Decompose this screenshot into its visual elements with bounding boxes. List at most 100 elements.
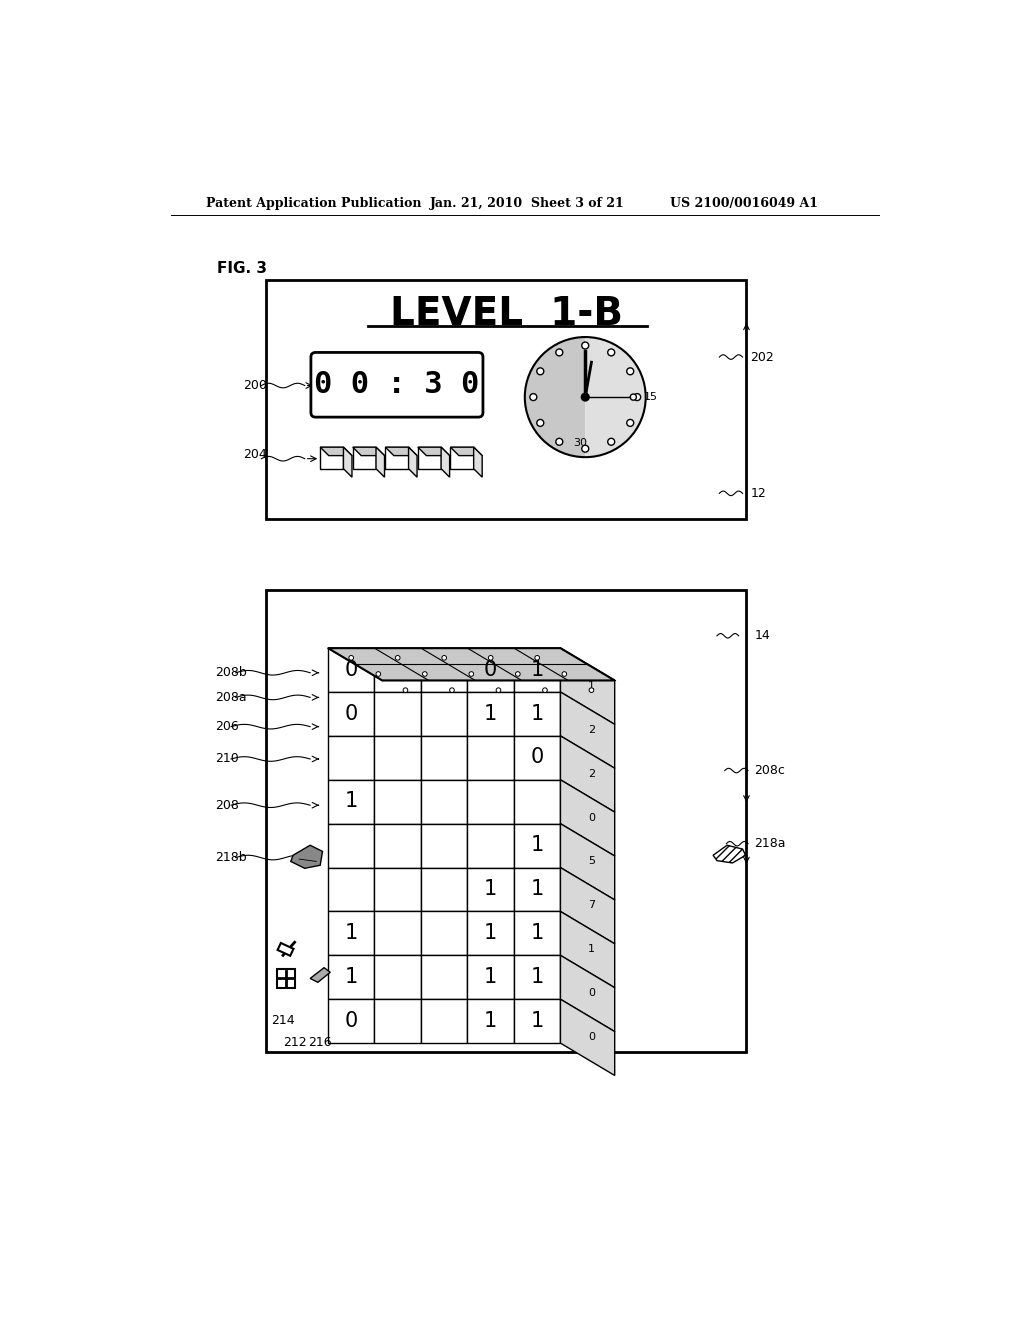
Bar <box>266 590 746 1052</box>
Text: 0: 0 <box>484 660 498 680</box>
Polygon shape <box>376 447 385 478</box>
Bar <box>467 780 514 824</box>
Text: 1: 1 <box>530 923 544 942</box>
Polygon shape <box>560 737 614 812</box>
Polygon shape <box>321 447 352 455</box>
Text: 1: 1 <box>530 1011 544 1031</box>
Bar <box>467 911 514 956</box>
Bar <box>467 737 514 780</box>
Circle shape <box>556 348 563 356</box>
Bar <box>375 999 421 1043</box>
Circle shape <box>529 393 537 400</box>
Circle shape <box>556 438 563 445</box>
Circle shape <box>634 393 641 400</box>
Text: 1: 1 <box>344 923 357 942</box>
Text: 0: 0 <box>344 660 357 680</box>
Bar <box>278 942 294 956</box>
Text: 1: 1 <box>484 879 498 899</box>
Circle shape <box>349 656 353 660</box>
Bar <box>328 737 375 780</box>
Circle shape <box>469 672 474 676</box>
Text: 1: 1 <box>588 944 595 954</box>
Circle shape <box>562 672 566 676</box>
Text: 0 0 : 3 0: 0 0 : 3 0 <box>314 371 479 399</box>
Bar <box>467 692 514 737</box>
Text: 202: 202 <box>751 351 774 363</box>
Text: FIG. 3: FIG. 3 <box>217 261 267 276</box>
Text: 212: 212 <box>283 1036 306 1049</box>
Circle shape <box>627 368 634 375</box>
Bar <box>421 999 467 1043</box>
Polygon shape <box>560 780 614 857</box>
Text: 216: 216 <box>308 1036 332 1049</box>
Text: 0: 0 <box>588 989 595 998</box>
Text: 2: 2 <box>588 768 595 779</box>
Polygon shape <box>474 447 482 478</box>
Bar <box>328 780 375 824</box>
Bar <box>321 447 343 469</box>
Text: Patent Application Publication: Patent Application Publication <box>206 197 421 210</box>
Bar <box>375 648 421 692</box>
Bar <box>421 824 467 867</box>
Bar <box>352 447 376 469</box>
Bar <box>514 692 560 737</box>
Text: 204: 204 <box>243 449 266 462</box>
Bar <box>421 737 467 780</box>
Text: 1: 1 <box>588 681 595 690</box>
Text: 1: 1 <box>530 836 544 855</box>
Bar <box>328 867 375 911</box>
Bar <box>421 780 467 824</box>
Bar <box>385 447 409 469</box>
Text: 1: 1 <box>344 968 357 987</box>
Circle shape <box>496 688 501 693</box>
Polygon shape <box>441 447 450 478</box>
Polygon shape <box>418 447 450 455</box>
Circle shape <box>589 688 594 693</box>
Text: 200: 200 <box>243 379 266 392</box>
Bar <box>421 692 467 737</box>
Text: 208b: 208b <box>215 667 247 680</box>
Wedge shape <box>586 337 646 457</box>
Text: 218a: 218a <box>755 837 785 850</box>
Text: 208c: 208c <box>755 764 785 777</box>
Polygon shape <box>560 956 614 1032</box>
Polygon shape <box>310 968 331 982</box>
Polygon shape <box>409 447 417 478</box>
Bar <box>375 737 421 780</box>
Bar <box>375 867 421 911</box>
Bar <box>467 648 514 692</box>
Text: US 2100/0016049 A1: US 2100/0016049 A1 <box>671 197 818 210</box>
Bar <box>514 999 560 1043</box>
Bar <box>328 692 375 737</box>
Polygon shape <box>560 692 614 768</box>
Bar <box>514 780 560 824</box>
Text: 0: 0 <box>344 1011 357 1031</box>
Text: 15: 15 <box>644 392 658 403</box>
Circle shape <box>607 348 614 356</box>
Circle shape <box>488 656 493 660</box>
Bar <box>467 824 514 867</box>
Circle shape <box>582 445 589 453</box>
Bar <box>328 824 375 867</box>
Polygon shape <box>385 447 417 455</box>
FancyBboxPatch shape <box>311 352 483 417</box>
Text: 208a: 208a <box>215 690 247 704</box>
Polygon shape <box>560 648 614 725</box>
Circle shape <box>403 688 408 693</box>
Bar <box>328 648 375 692</box>
Text: 1: 1 <box>530 968 544 987</box>
Text: 2: 2 <box>588 725 595 735</box>
Circle shape <box>535 656 540 660</box>
Bar <box>375 911 421 956</box>
Wedge shape <box>524 337 586 457</box>
Polygon shape <box>328 648 614 681</box>
Text: 1: 1 <box>344 792 357 812</box>
Circle shape <box>442 656 446 660</box>
Bar <box>276 969 295 987</box>
Circle shape <box>582 342 589 348</box>
Text: 210: 210 <box>215 752 239 766</box>
Circle shape <box>450 688 455 693</box>
Bar <box>421 911 467 956</box>
Circle shape <box>543 688 547 693</box>
Text: Jan. 21, 2010  Sheet 3 of 21: Jan. 21, 2010 Sheet 3 of 21 <box>430 197 625 210</box>
